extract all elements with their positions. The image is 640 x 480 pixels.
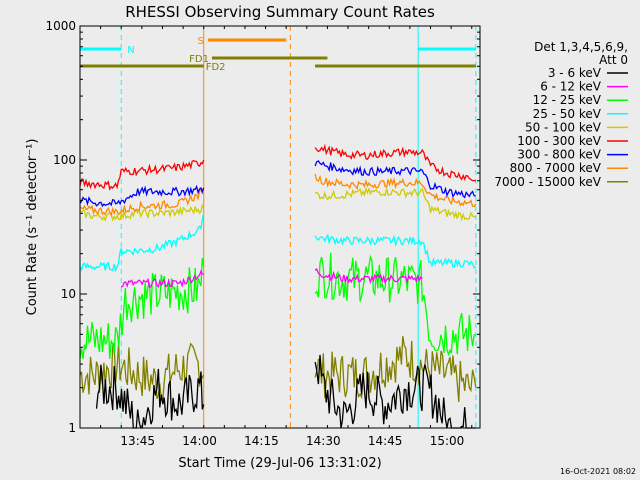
legend-label-3: 25 - 50 keV xyxy=(533,107,602,121)
series-line-4-1 xyxy=(314,186,477,222)
y-axis-label: Count Rate (s⁻¹ detector⁻¹) xyxy=(25,139,40,316)
legend-label-2: 12 - 25 keV xyxy=(533,93,602,107)
x-axis-label: Start Time (29-Jul-06 13:31:02) xyxy=(178,456,381,471)
flag-label-s: S xyxy=(197,36,203,47)
flag-label-n: N xyxy=(127,45,134,56)
series-line-4-0 xyxy=(79,203,205,223)
plot-frame xyxy=(79,25,481,429)
y-tick-label-0: 1 xyxy=(68,421,76,435)
series-line-6-1 xyxy=(314,160,476,199)
chart-title: RHESSI Observing Summary Count Rates xyxy=(125,3,435,21)
series-line-6-0 xyxy=(79,184,205,208)
x-tick-label-5: 15:00 xyxy=(430,434,465,448)
legend-label-7: 800 - 7000 keV xyxy=(510,161,602,175)
series-line-3-1 xyxy=(314,233,477,269)
y-tick-label-3: 1000 xyxy=(45,19,76,33)
legend-label-5: 100 - 300 keV xyxy=(517,134,601,148)
series-line-8-1 xyxy=(314,336,477,403)
legend-label-6: 300 - 800 keV xyxy=(517,148,601,162)
footer-timestamp: 16-Oct-2021 08:02 xyxy=(560,467,636,476)
plot-border xyxy=(79,25,481,429)
series-line-2-0 xyxy=(79,257,205,360)
series-line-7-1 xyxy=(314,173,477,208)
x-tick-label-0: 13:45 xyxy=(120,434,155,448)
flag-label-fd1: FD1 xyxy=(189,54,209,65)
x-tick-label-1: 14:00 xyxy=(182,434,217,448)
series-line-1-1 xyxy=(314,268,423,285)
x-tick-label-3: 14:30 xyxy=(306,434,341,448)
x-tick-label-4: 14:45 xyxy=(368,434,403,448)
series-line-5-0 xyxy=(79,159,205,191)
x-tick-label-2: 14:15 xyxy=(244,434,279,448)
x-axis-ticks: 13:45 14:00 14:15 14:30 14:45 15:00 xyxy=(79,26,473,448)
y-tick-label-1: 10 xyxy=(61,287,76,301)
legend-title-0: Det 1,3,4,5,6,9, xyxy=(534,40,628,54)
series-line-5-1 xyxy=(314,143,477,182)
legend-label-0: 3 - 6 keV xyxy=(548,66,602,80)
series-line-1-0 xyxy=(120,269,204,289)
y-tick-label-2: 100 xyxy=(53,153,76,167)
series-line-0-0 xyxy=(95,364,205,429)
flag-label-fd2: FD2 xyxy=(206,62,226,73)
series-line-7-0 xyxy=(79,187,205,218)
legend-label-4: 50 - 100 keV xyxy=(525,120,602,134)
y-axis-ticks: 1 10 100 1000 xyxy=(45,19,480,435)
legend-label-1: 6 - 12 keV xyxy=(540,80,602,94)
series-line-0-1 xyxy=(314,354,476,429)
series-line-3-0 xyxy=(79,213,205,273)
series-lines xyxy=(79,143,477,429)
legend-title-1: Att 0 xyxy=(599,53,628,67)
legend-label-8: 7000 - 15000 keV xyxy=(494,175,601,189)
